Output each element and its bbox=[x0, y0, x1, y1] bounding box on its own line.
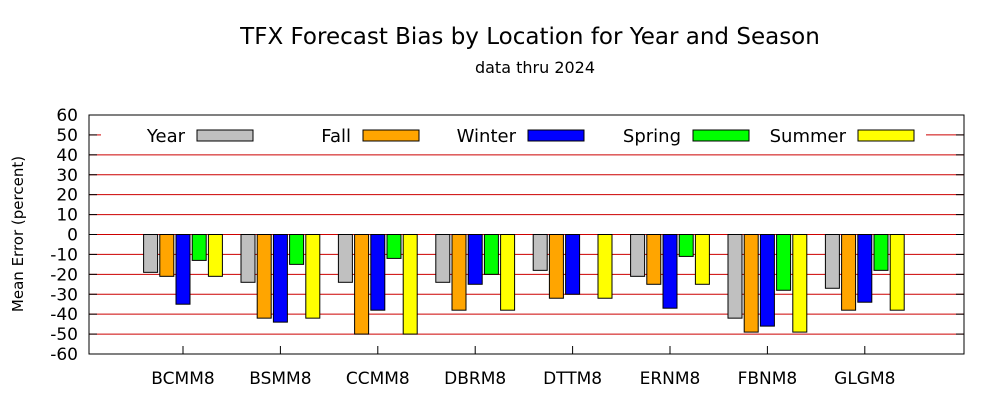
bar-spring bbox=[873, 234, 889, 271]
legend-swatch bbox=[857, 129, 915, 142]
legend-swatch bbox=[692, 129, 750, 142]
bar-year bbox=[435, 234, 451, 283]
legend: Year Fall Winter Spring Summer bbox=[146, 126, 915, 147]
y-tick-label: 0 bbox=[67, 226, 78, 246]
y-tick-label: -50 bbox=[50, 325, 78, 345]
bar-winter bbox=[759, 234, 775, 327]
y-tick-label: -10 bbox=[50, 245, 78, 265]
y-tick-label: 60 bbox=[56, 106, 78, 126]
y-tick-label: -40 bbox=[50, 305, 78, 325]
plot-frame bbox=[88, 114, 965, 355]
bar-year bbox=[727, 234, 743, 319]
legend-label: Winter bbox=[457, 126, 517, 147]
x-tick-label: CCMM8 bbox=[346, 369, 410, 389]
bar-spring bbox=[289, 234, 305, 265]
bar-winter bbox=[662, 234, 678, 309]
bar-winter bbox=[370, 234, 386, 311]
x-tick-label: GLGM8 bbox=[834, 369, 895, 389]
legend-label: Year bbox=[146, 126, 186, 147]
bar-spring bbox=[386, 234, 402, 259]
bar-summer bbox=[402, 234, 418, 335]
bar-summer bbox=[597, 234, 613, 299]
y-tick-label: 50 bbox=[56, 126, 78, 146]
bar-year bbox=[240, 234, 256, 283]
bar-spring bbox=[483, 234, 499, 275]
bar-spring bbox=[678, 234, 694, 257]
x-tick-labels: BCMM8 BSMM8 CCMM8 DBRM8 DTTM8 ERNM8 FBNM8 GLGM8 bbox=[151, 369, 895, 389]
y-tick-label: -30 bbox=[50, 285, 78, 305]
bar-year bbox=[630, 234, 646, 277]
bar-winter bbox=[565, 234, 581, 295]
bar-winter bbox=[467, 234, 483, 285]
bar-summer bbox=[207, 234, 223, 277]
legend-label: Fall bbox=[321, 126, 351, 147]
bar-year bbox=[337, 234, 353, 283]
y-tick-label: -60 bbox=[50, 345, 78, 365]
bar-winter bbox=[272, 234, 288, 323]
bar-summer bbox=[305, 234, 321, 319]
y-tick-label: -20 bbox=[50, 265, 78, 285]
bar-fall bbox=[646, 234, 662, 285]
bar-fall bbox=[159, 234, 175, 277]
y-tick-label: 30 bbox=[56, 166, 78, 186]
bar-fall bbox=[451, 234, 467, 311]
x-tick-label: BSMM8 bbox=[249, 369, 311, 389]
bar-year bbox=[824, 234, 840, 289]
bar-summer bbox=[500, 234, 516, 311]
legend-swatch bbox=[362, 129, 420, 142]
bar-fall bbox=[354, 234, 370, 335]
bar-year bbox=[143, 234, 159, 273]
chart-title: TFX Forecast Bias by Location for Year a… bbox=[239, 24, 820, 50]
bar-summer bbox=[792, 234, 808, 333]
bar-year bbox=[532, 234, 548, 271]
x-tick-label: ERNM8 bbox=[640, 369, 701, 389]
y-tick-label: 20 bbox=[56, 186, 78, 206]
legend-swatch bbox=[527, 129, 585, 142]
bar-fall bbox=[256, 234, 272, 319]
y-axis-label: Mean Error (percent) bbox=[9, 156, 27, 312]
bar-fall bbox=[841, 234, 857, 311]
bar-fall bbox=[743, 234, 759, 333]
chart-subtitle: data thru 2024 bbox=[475, 58, 595, 77]
x-tick-label: BCMM8 bbox=[151, 369, 214, 389]
bar-fall bbox=[548, 234, 564, 299]
bars bbox=[143, 234, 905, 335]
bar-winter bbox=[857, 234, 873, 303]
x-tick-label: DBRM8 bbox=[444, 369, 506, 389]
bar-summer bbox=[694, 234, 710, 285]
y-tick-label: 40 bbox=[56, 146, 78, 166]
x-tick-label: FBNM8 bbox=[738, 369, 798, 389]
y-tick-label: 10 bbox=[56, 206, 78, 226]
bar-winter bbox=[175, 234, 191, 305]
gridlines bbox=[89, 134, 964, 335]
bar-spring bbox=[776, 234, 792, 291]
legend-swatch bbox=[196, 129, 254, 142]
legend-label: Spring bbox=[623, 126, 681, 147]
bar-spring bbox=[191, 234, 207, 261]
legend-label: Summer bbox=[770, 126, 847, 147]
x-tick-label: DTTM8 bbox=[543, 369, 602, 389]
bar-summer bbox=[889, 234, 905, 311]
